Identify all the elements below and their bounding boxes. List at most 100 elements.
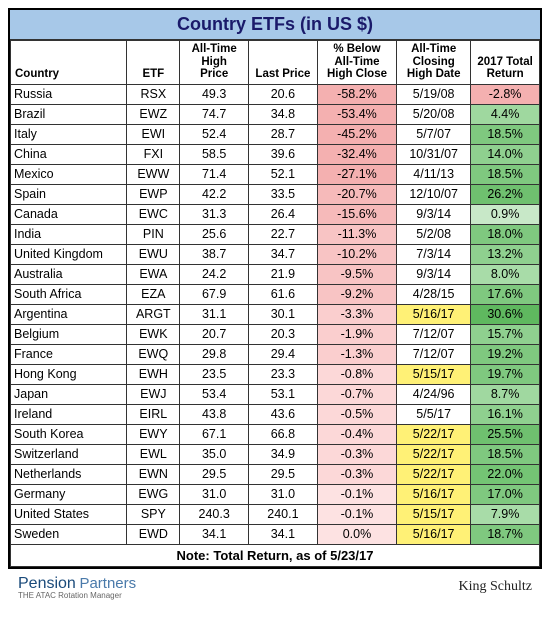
cell: 30.6% xyxy=(471,304,540,324)
cell: 13.2% xyxy=(471,244,540,264)
cell: Canada xyxy=(11,204,127,224)
cell: 4.4% xyxy=(471,104,540,124)
table-row: FranceEWQ29.829.4-1.3%7/12/0719.2% xyxy=(11,344,540,364)
footer: Pension Partners THE ATAC Rotation Manag… xyxy=(8,569,542,600)
cell: 19.2% xyxy=(471,344,540,364)
cell: China xyxy=(11,144,127,164)
cell: South Africa xyxy=(11,284,127,304)
table-row: ItalyEWI52.428.7-45.2%5/7/0718.5% xyxy=(11,124,540,144)
cell: 16.1% xyxy=(471,404,540,424)
cell: 20.6 xyxy=(249,84,318,104)
cell: 5/5/17 xyxy=(397,404,471,424)
cell: -27.1% xyxy=(317,164,396,184)
cell: EWL xyxy=(127,444,180,464)
cell: -20.7% xyxy=(317,184,396,204)
cell: 26.2% xyxy=(471,184,540,204)
table-row: RussiaRSX49.320.6-58.2%5/19/08-2.8% xyxy=(11,84,540,104)
cell: 34.1 xyxy=(180,524,249,544)
cell: Netherlands xyxy=(11,464,127,484)
cell: 240.3 xyxy=(180,504,249,524)
cell: 18.5% xyxy=(471,124,540,144)
table-row: AustraliaEWA24.221.9-9.5%9/3/148.0% xyxy=(11,264,540,284)
table-title: Country ETFs (in US $) xyxy=(10,10,540,40)
table-row: ArgentinaARGT31.130.1-3.3%5/16/1730.6% xyxy=(11,304,540,324)
footer-left: Pension Partners THE ATAC Rotation Manag… xyxy=(18,575,136,600)
cell: 14.0% xyxy=(471,144,540,164)
footer-brand-2: Partners xyxy=(79,575,136,592)
cell: 15.7% xyxy=(471,324,540,344)
cell: 7/12/07 xyxy=(397,324,471,344)
cell: 0.9% xyxy=(471,204,540,224)
footer-brand-1: Pension xyxy=(18,575,76,592)
col-header: % BelowAll-TimeHigh Close xyxy=(317,41,396,85)
cell: 33.5 xyxy=(249,184,318,204)
cell: ARGT xyxy=(127,304,180,324)
cell: 21.9 xyxy=(249,264,318,284)
cell: 53.1 xyxy=(249,384,318,404)
cell: 52.1 xyxy=(249,164,318,184)
cell: 34.1 xyxy=(249,524,318,544)
cell: -0.3% xyxy=(317,444,396,464)
cell: EWK xyxy=(127,324,180,344)
cell: 43.6 xyxy=(249,404,318,424)
cell: 20.7 xyxy=(180,324,249,344)
cell: 31.3 xyxy=(180,204,249,224)
cell: 5/16/17 xyxy=(397,304,471,324)
cell: Mexico xyxy=(11,164,127,184)
cell: -0.8% xyxy=(317,364,396,384)
cell: EWC xyxy=(127,204,180,224)
cell: -0.1% xyxy=(317,504,396,524)
cell: India xyxy=(11,224,127,244)
cell: -0.1% xyxy=(317,484,396,504)
cell: 49.3 xyxy=(180,84,249,104)
etf-table-container: Country ETFs (in US $) CountryETFAll-Tim… xyxy=(8,8,542,569)
cell: Spain xyxy=(11,184,127,204)
cell: 67.1 xyxy=(180,424,249,444)
cell: 29.5 xyxy=(180,464,249,484)
cell: United Kingdom xyxy=(11,244,127,264)
cell: France xyxy=(11,344,127,364)
cell: 34.9 xyxy=(249,444,318,464)
col-header: 2017 TotalReturn xyxy=(471,41,540,85)
table-row: South AfricaEZA67.961.6-9.2%4/28/1517.6% xyxy=(11,284,540,304)
cell: -1.9% xyxy=(317,324,396,344)
cell: 39.6 xyxy=(249,144,318,164)
cell: Ireland xyxy=(11,404,127,424)
cell: 0.0% xyxy=(317,524,396,544)
cell: 43.8 xyxy=(180,404,249,424)
cell: EWN xyxy=(127,464,180,484)
cell: 22.7 xyxy=(249,224,318,244)
cell: 25.6 xyxy=(180,224,249,244)
cell: Argentina xyxy=(11,304,127,324)
cell: 8.7% xyxy=(471,384,540,404)
cell: -9.5% xyxy=(317,264,396,284)
table-row: SwedenEWD34.134.10.0%5/16/1718.7% xyxy=(11,524,540,544)
cell: 38.7 xyxy=(180,244,249,264)
cell: 30.1 xyxy=(249,304,318,324)
cell: Switzerland xyxy=(11,444,127,464)
cell: 5/2/08 xyxy=(397,224,471,244)
cell: -11.3% xyxy=(317,224,396,244)
cell: 18.0% xyxy=(471,224,540,244)
note-cell: Note: Total Return, as of 5/23/17 xyxy=(11,544,540,566)
cell: RSX xyxy=(127,84,180,104)
etf-table: CountryETFAll-TimeHighPriceLast Price% B… xyxy=(10,40,540,567)
col-header: ETF xyxy=(127,41,180,85)
table-row: SpainEWP42.233.5-20.7%12/10/0726.2% xyxy=(11,184,540,204)
cell: 240.1 xyxy=(249,504,318,524)
cell: 17.6% xyxy=(471,284,540,304)
cell: -0.3% xyxy=(317,464,396,484)
cell: EWI xyxy=(127,124,180,144)
cell: -3.3% xyxy=(317,304,396,324)
cell: 5/22/17 xyxy=(397,424,471,444)
cell: 58.5 xyxy=(180,144,249,164)
table-body: RussiaRSX49.320.6-58.2%5/19/08-2.8%Brazi… xyxy=(11,84,540,566)
cell: 8.0% xyxy=(471,264,540,284)
cell: -32.4% xyxy=(317,144,396,164)
cell: Sweden xyxy=(11,524,127,544)
cell: 31.0 xyxy=(180,484,249,504)
col-header: Country xyxy=(11,41,127,85)
cell: 5/20/08 xyxy=(397,104,471,124)
cell: 9/3/14 xyxy=(397,204,471,224)
cell: FXI xyxy=(127,144,180,164)
